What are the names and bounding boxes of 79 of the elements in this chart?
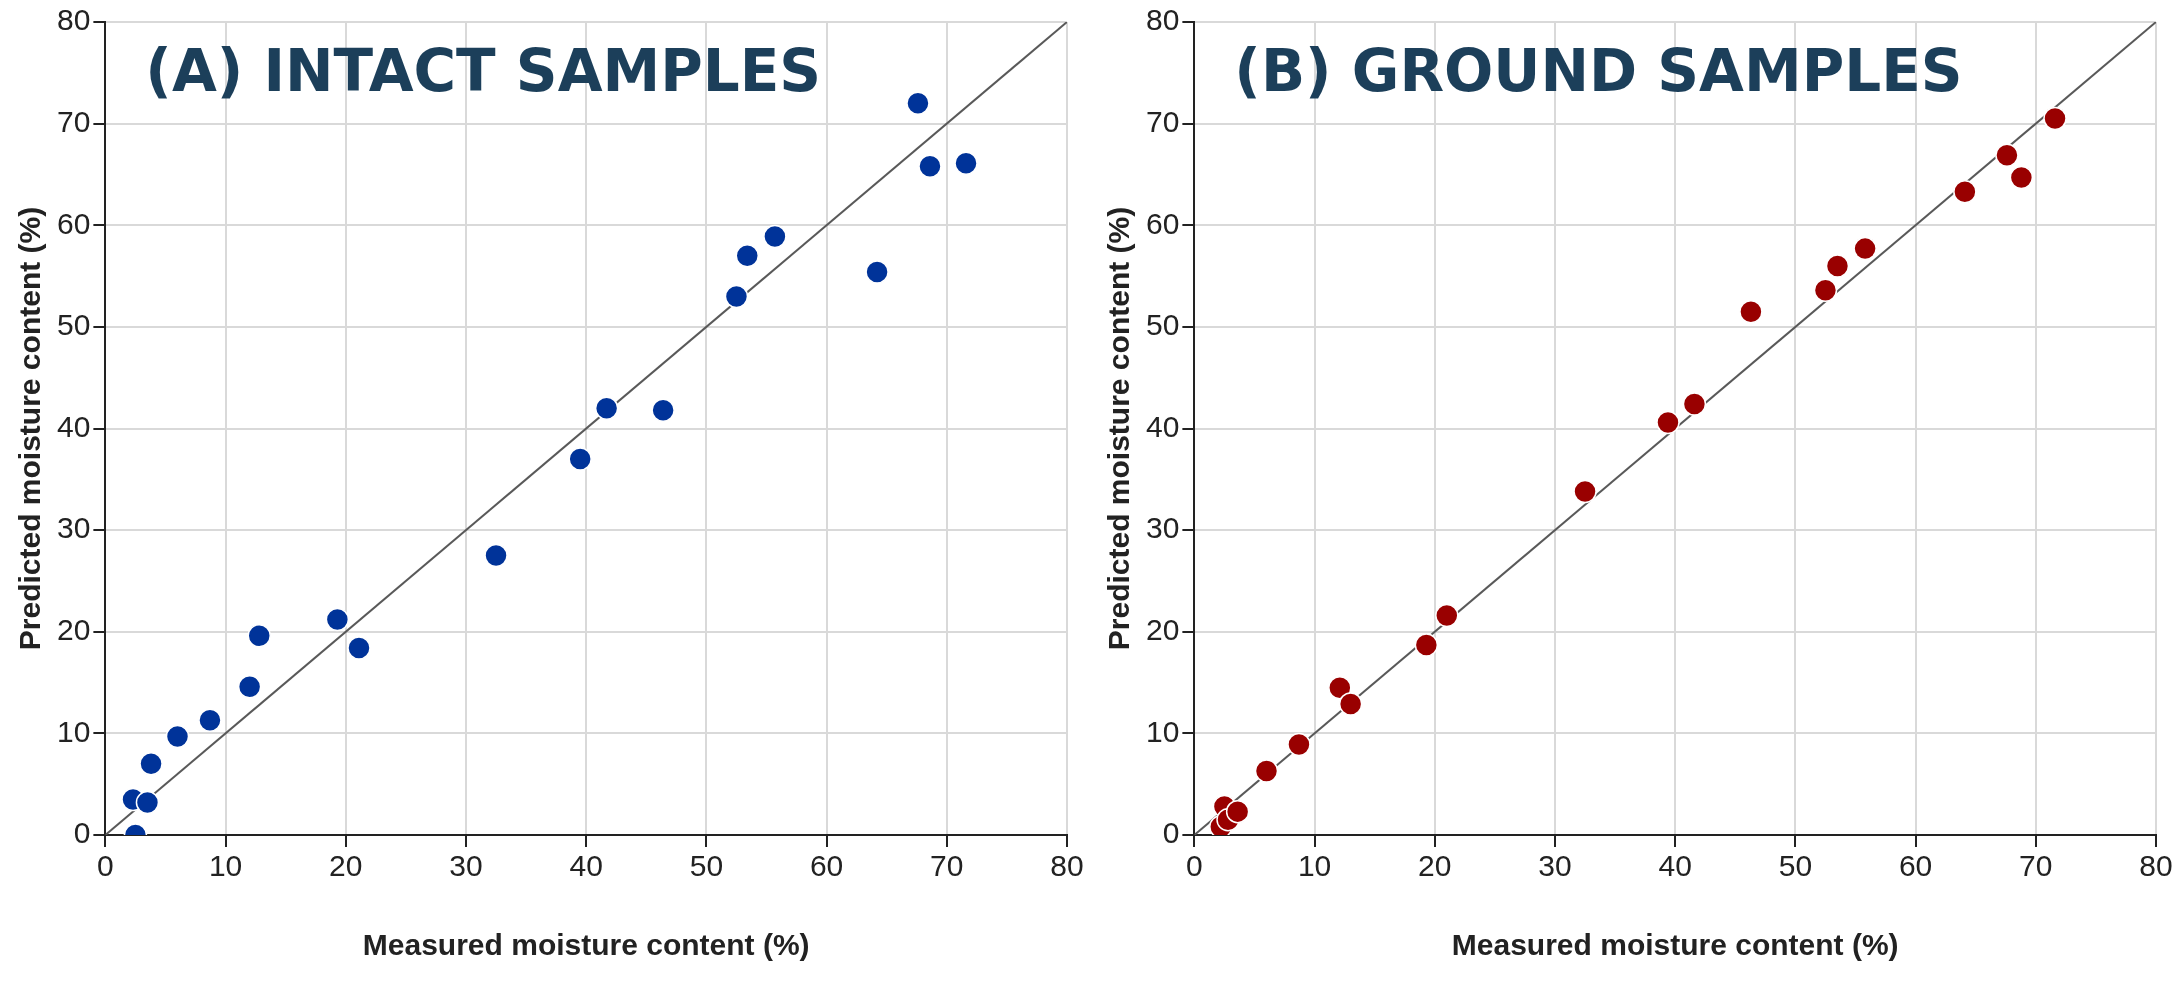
y-tick-label: 10 — [56, 714, 91, 748]
y-tick-label: 20 — [1145, 613, 1180, 647]
y-tick-label: 30 — [56, 511, 91, 545]
y-tick-label: 50 — [56, 308, 91, 342]
x-tick-label: 60 — [1898, 849, 1933, 883]
x-tick-label: 40 — [569, 849, 603, 883]
y-tick-label: 40 — [1145, 409, 1180, 443]
x-tick-label: 50 — [689, 849, 724, 883]
point — [568, 447, 592, 471]
point — [325, 607, 350, 632]
x-axis-title: Measured moisture content (%) — [1451, 928, 1899, 962]
point — [1338, 692, 1363, 716]
x-tick-label: 10 — [1297, 849, 1332, 883]
point — [2043, 106, 2067, 131]
point — [1287, 732, 1311, 757]
y-tick-label: 0 — [73, 816, 91, 850]
point — [1682, 392, 1707, 416]
y-tick-label: 70 — [1145, 104, 1180, 138]
chart-title: (A) INTACT SAMPLES — [145, 37, 822, 106]
point — [1739, 299, 1763, 324]
x-tick-label: 70 — [2019, 849, 2053, 883]
y-tick-label: 60 — [56, 206, 91, 240]
point — [165, 724, 190, 749]
point — [594, 396, 619, 420]
y-tick-label: 30 — [1145, 511, 1180, 545]
point — [1225, 799, 1250, 824]
point — [1414, 633, 1439, 657]
point — [135, 790, 160, 815]
point — [1328, 675, 1352, 700]
point — [918, 154, 942, 179]
point — [347, 636, 371, 660]
point — [1995, 143, 2019, 167]
point — [1853, 236, 1877, 261]
point — [1813, 278, 1838, 303]
x-axis-title: Measured moisture content (%) — [362, 928, 810, 962]
y-axis-title: Predicted moisture content (%) — [1102, 206, 1136, 651]
x-tick-label: 30 — [449, 849, 483, 883]
y-tick-label: 40 — [56, 409, 91, 443]
x-tick-label: 40 — [1658, 849, 1692, 883]
point — [247, 624, 271, 648]
y-tick-label: 80 — [1145, 3, 1180, 37]
point — [906, 91, 930, 116]
x-tick-label: 20 — [1418, 849, 1452, 883]
point — [954, 151, 978, 176]
x-tick-label: 80 — [1050, 849, 1084, 883]
x-tick-label: 0 — [97, 849, 114, 883]
point — [1435, 603, 1459, 628]
chart-title: (B) GROUND SAMPLES — [1234, 37, 1963, 106]
point — [651, 398, 675, 422]
y-tick-label: 20 — [56, 613, 91, 647]
x-tick-label: 70 — [930, 849, 964, 883]
y-axis-title: Predicted moisture content (%) — [13, 206, 47, 651]
point — [1573, 479, 1597, 504]
point — [198, 708, 222, 732]
y-tick-label: 0 — [1162, 816, 1180, 850]
point — [2009, 165, 2034, 190]
point — [1254, 759, 1279, 783]
point — [763, 224, 787, 249]
x-tick-label: 50 — [1778, 849, 1813, 883]
point — [1825, 254, 1850, 278]
x-tick-label: 20 — [329, 849, 363, 883]
x-tick-label: 30 — [1538, 849, 1572, 883]
point — [139, 752, 163, 776]
y-tick-label: 50 — [1145, 308, 1180, 342]
point — [865, 260, 889, 284]
point — [1656, 410, 1680, 435]
point — [484, 543, 508, 568]
y-tick-label: 10 — [1145, 714, 1180, 748]
x-tick-label: 80 — [2139, 849, 2173, 883]
y-tick-label: 70 — [56, 104, 91, 138]
x-tick-label: 60 — [809, 849, 844, 883]
y-tick-label: 80 — [56, 3, 91, 37]
point — [735, 243, 760, 268]
point — [237, 674, 262, 699]
x-tick-label: 10 — [208, 849, 243, 883]
x-tick-label: 0 — [1186, 849, 1203, 883]
point — [1953, 179, 1977, 204]
y-tick-label: 60 — [1145, 206, 1180, 240]
point — [724, 284, 749, 309]
